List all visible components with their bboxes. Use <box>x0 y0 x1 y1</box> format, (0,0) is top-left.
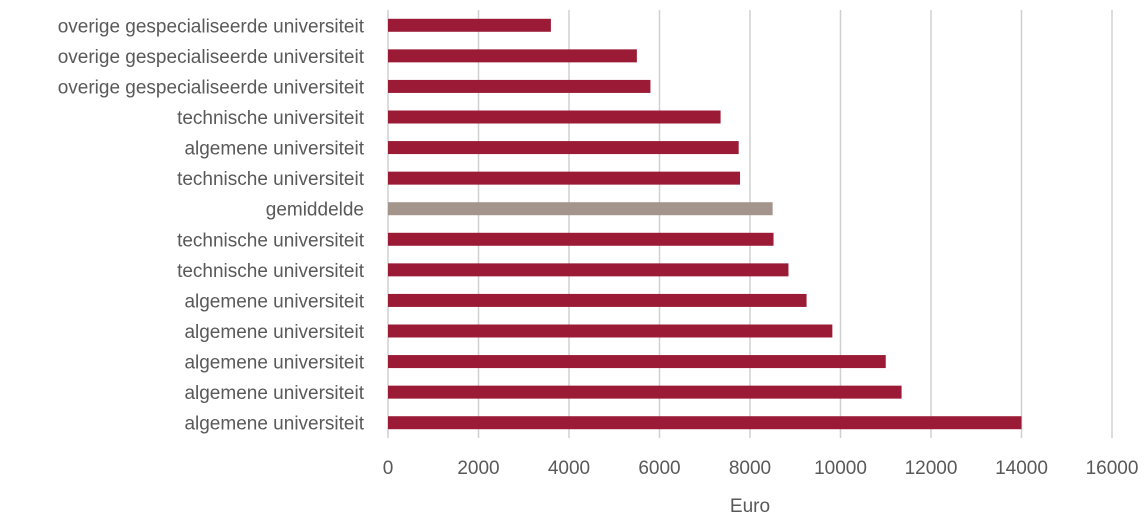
x-tick-label: 10000 <box>814 458 867 479</box>
bar <box>388 141 739 155</box>
x-tick-label: 2000 <box>457 458 499 479</box>
category-labels: overige gespecialiseerde universiteit ove… <box>58 16 365 434</box>
x-tick-labels: 0 2000 4000 6000 8000 10000 12000 14000 16000 <box>383 458 1139 479</box>
x-tick-label: 4000 <box>548 458 590 479</box>
gridlines <box>387 10 1113 438</box>
bar <box>388 416 1022 430</box>
category-label: algemene universiteit <box>184 414 364 435</box>
category-label: technische universiteit <box>177 261 365 282</box>
bar <box>388 355 886 369</box>
category-label: gemiddelde <box>266 200 364 221</box>
bar <box>388 171 741 185</box>
category-label: overige gespecialiseerde universiteit <box>58 47 365 68</box>
bar <box>388 79 651 93</box>
category-label: algemene universiteit <box>184 353 364 374</box>
bar <box>388 110 721 124</box>
x-tick-label: 0 <box>383 458 394 479</box>
x-tick-label: 8000 <box>729 458 771 479</box>
bar-average <box>388 202 773 216</box>
category-label: overige gespecialiseerde universiteit <box>58 16 365 37</box>
bar <box>388 49 637 63</box>
bar <box>388 18 551 32</box>
category-label: technische universiteit <box>177 108 365 129</box>
x-tick-label: 12000 <box>905 458 958 479</box>
bar <box>388 324 833 338</box>
category-label: overige gespecialiseerde universiteit <box>58 77 365 98</box>
category-label: technische universiteit <box>177 169 365 190</box>
bar <box>388 293 807 307</box>
bar <box>388 385 902 399</box>
x-axis-title: Euro <box>730 496 770 517</box>
category-label: algemene universiteit <box>184 139 364 160</box>
category-label: technische universiteit <box>177 230 365 251</box>
bar <box>388 232 774 246</box>
x-tick-label: 14000 <box>995 458 1048 479</box>
category-label: algemene universiteit <box>184 291 364 312</box>
x-tick-label: 16000 <box>1086 458 1139 479</box>
category-label: algemene universiteit <box>184 383 364 404</box>
bars <box>388 18 1022 430</box>
bar <box>388 263 789 277</box>
x-tick-label: 6000 <box>638 458 680 479</box>
category-label: algemene universiteit <box>184 322 364 343</box>
